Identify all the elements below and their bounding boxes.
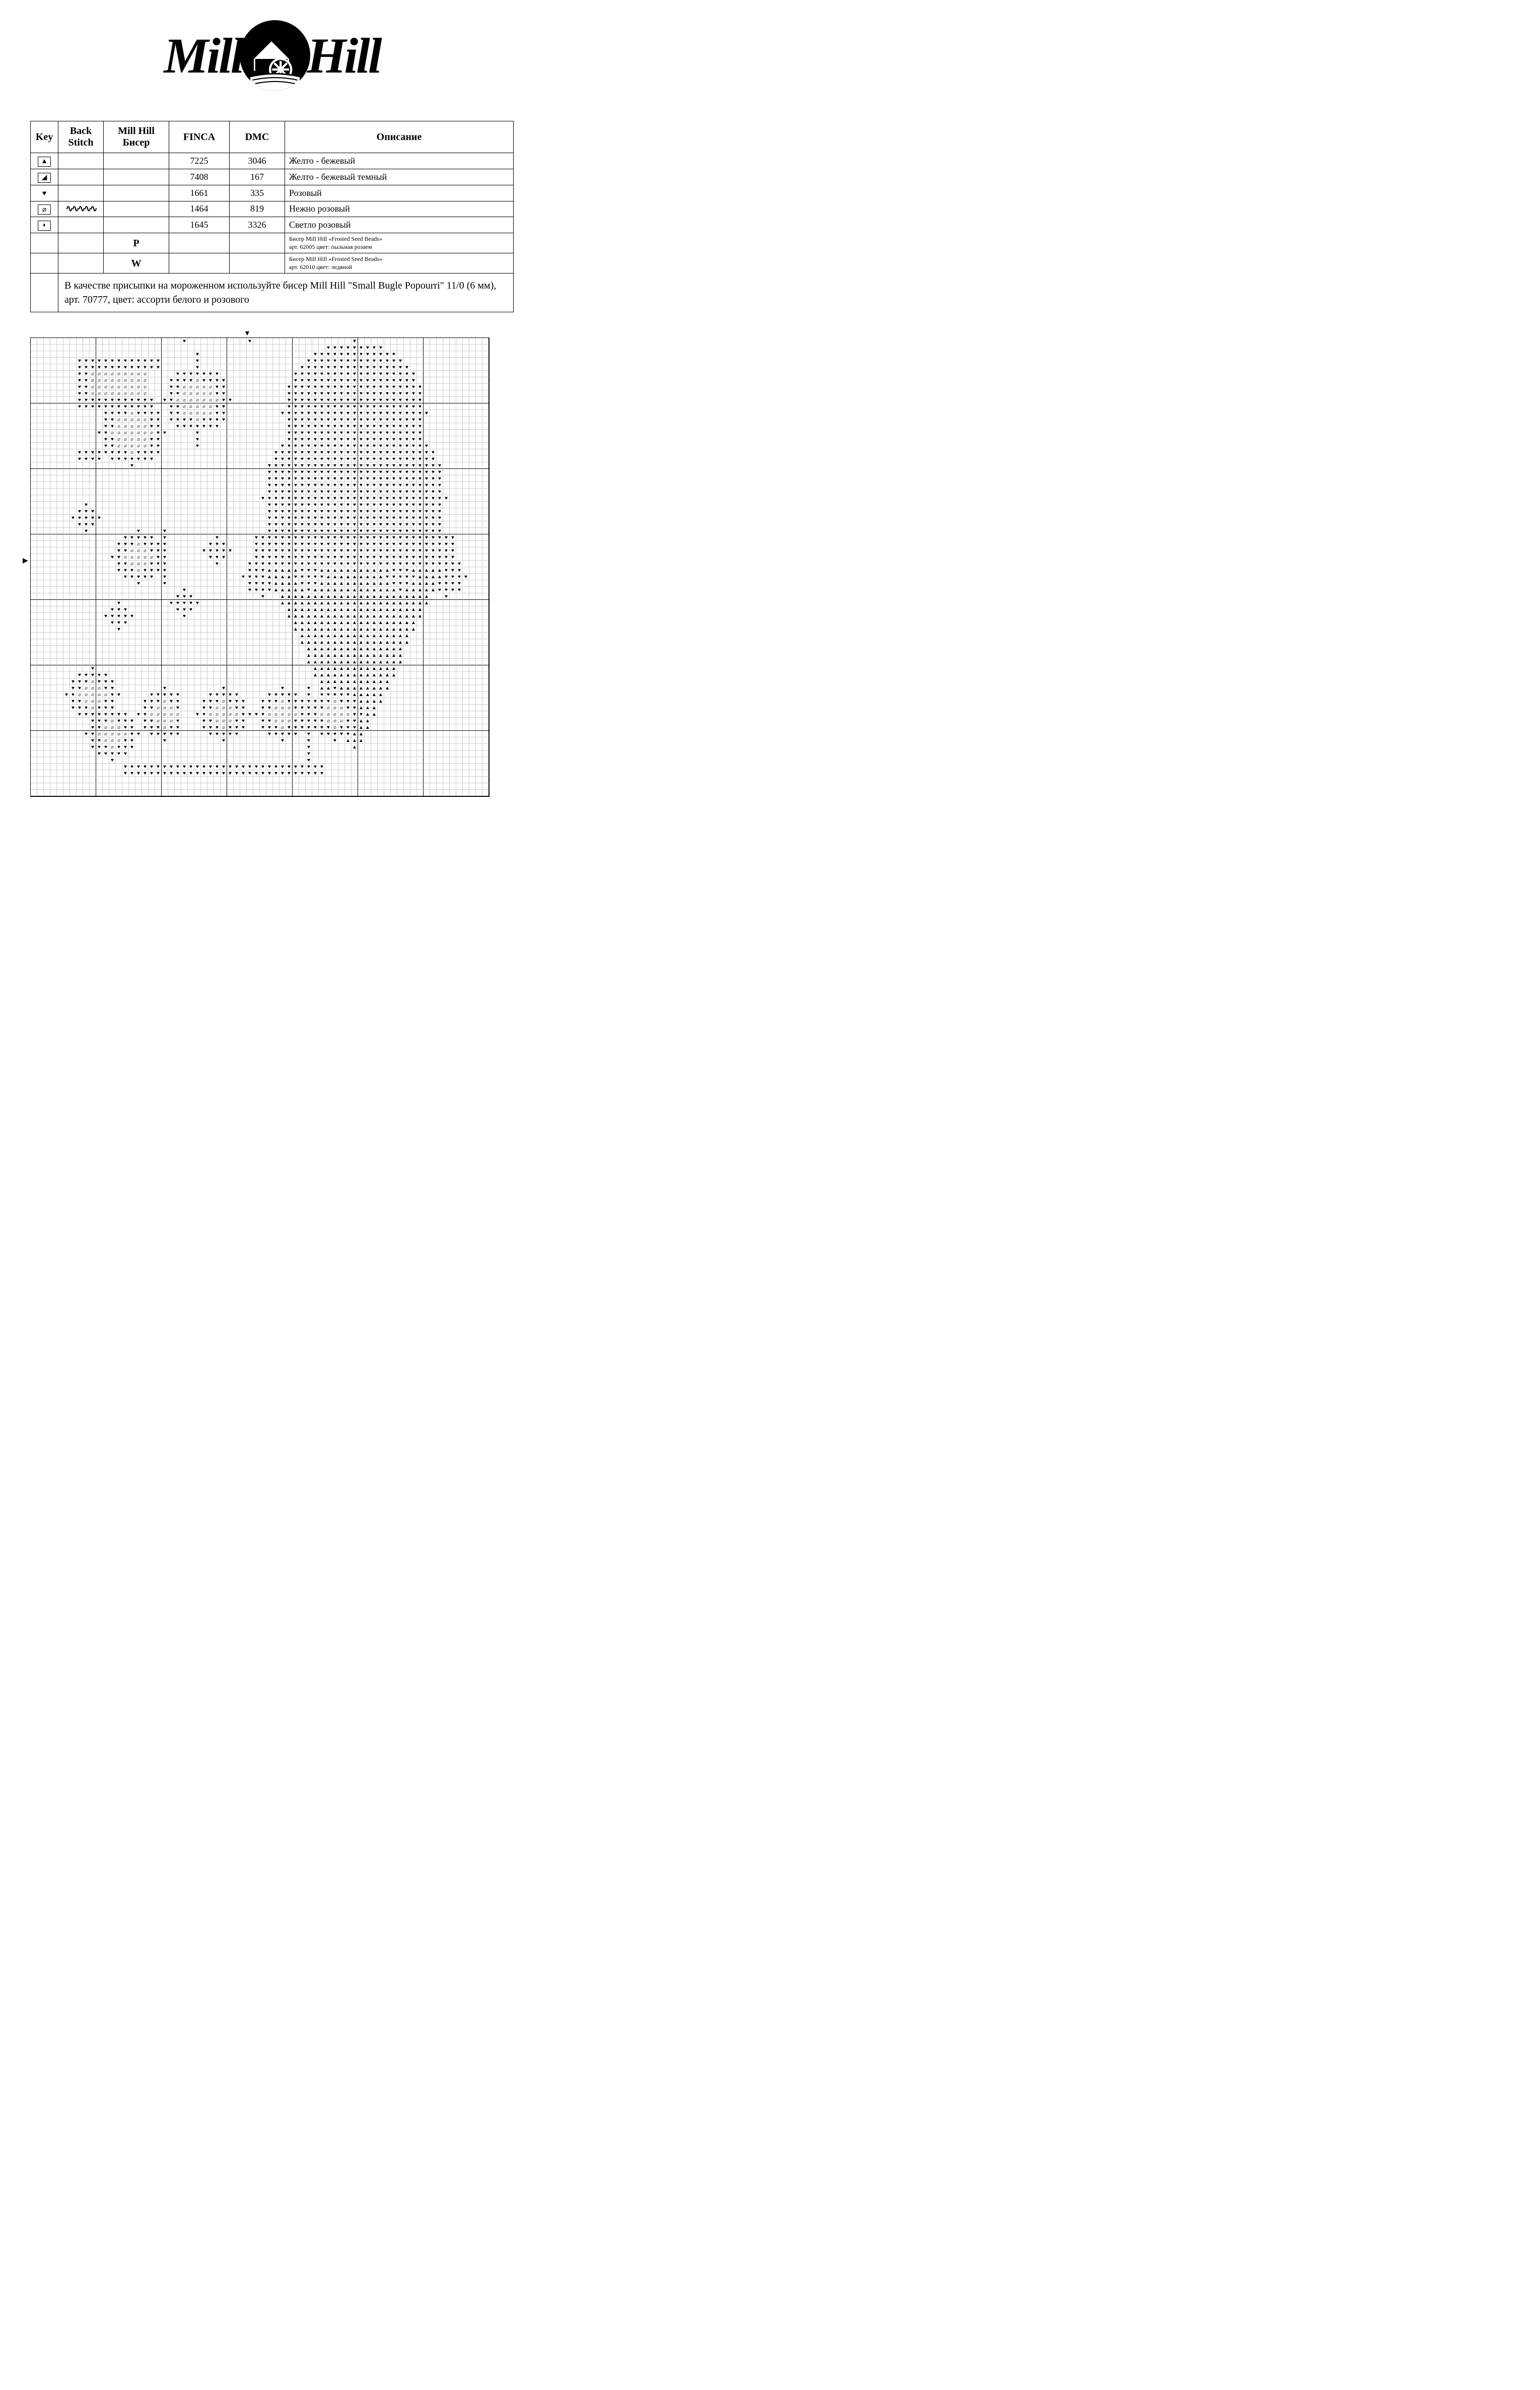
table-row: ◢7408167Желто - бежевый темный (31, 169, 514, 185)
color-key-table: Key Back Stitch Mill Hill Бисер FINCA DM… (30, 121, 514, 312)
table-row: ◗16453326Светло розовый (31, 217, 514, 233)
table-row: ♥1661335Розовый (31, 185, 514, 201)
th-dmc: DMC (230, 121, 285, 153)
th-key: Key (31, 121, 58, 153)
logo-emblem (240, 20, 310, 91)
logo-text-right: Hill (307, 27, 380, 85)
brand-logo: Mill Hill (30, 20, 514, 91)
th-back: Back Stitch (58, 121, 104, 153)
th-finca: FINCA (169, 121, 230, 153)
th-mill: Mill Hill Бисер (104, 121, 169, 153)
stitch-chart: ♥♥♥♥♥♥♥♥♥♥♥♥♥♥♥♥♥♥♥♥♥♥♥♥♥♥♥♥♥♥♥♥♥♥♥♥♥♥♥♥… (30, 337, 489, 797)
logo-text-left: Mill (164, 27, 242, 85)
table-row: WБисер Mill Hill «Frosted Seed Beads»арт… (31, 253, 514, 274)
th-desc: Описание (285, 121, 514, 153)
table-footnote-row: В качестве присыпки на мороженном исполь… (31, 274, 514, 312)
table-row: ▲72253046Желто - бежевый (31, 153, 514, 169)
table-row: PБисер Mill Hill «Frosted Seed Beads»арт… (31, 233, 514, 253)
table-row: ⌀∿∿∿∿∿1464819Нежно розовый (31, 201, 514, 217)
